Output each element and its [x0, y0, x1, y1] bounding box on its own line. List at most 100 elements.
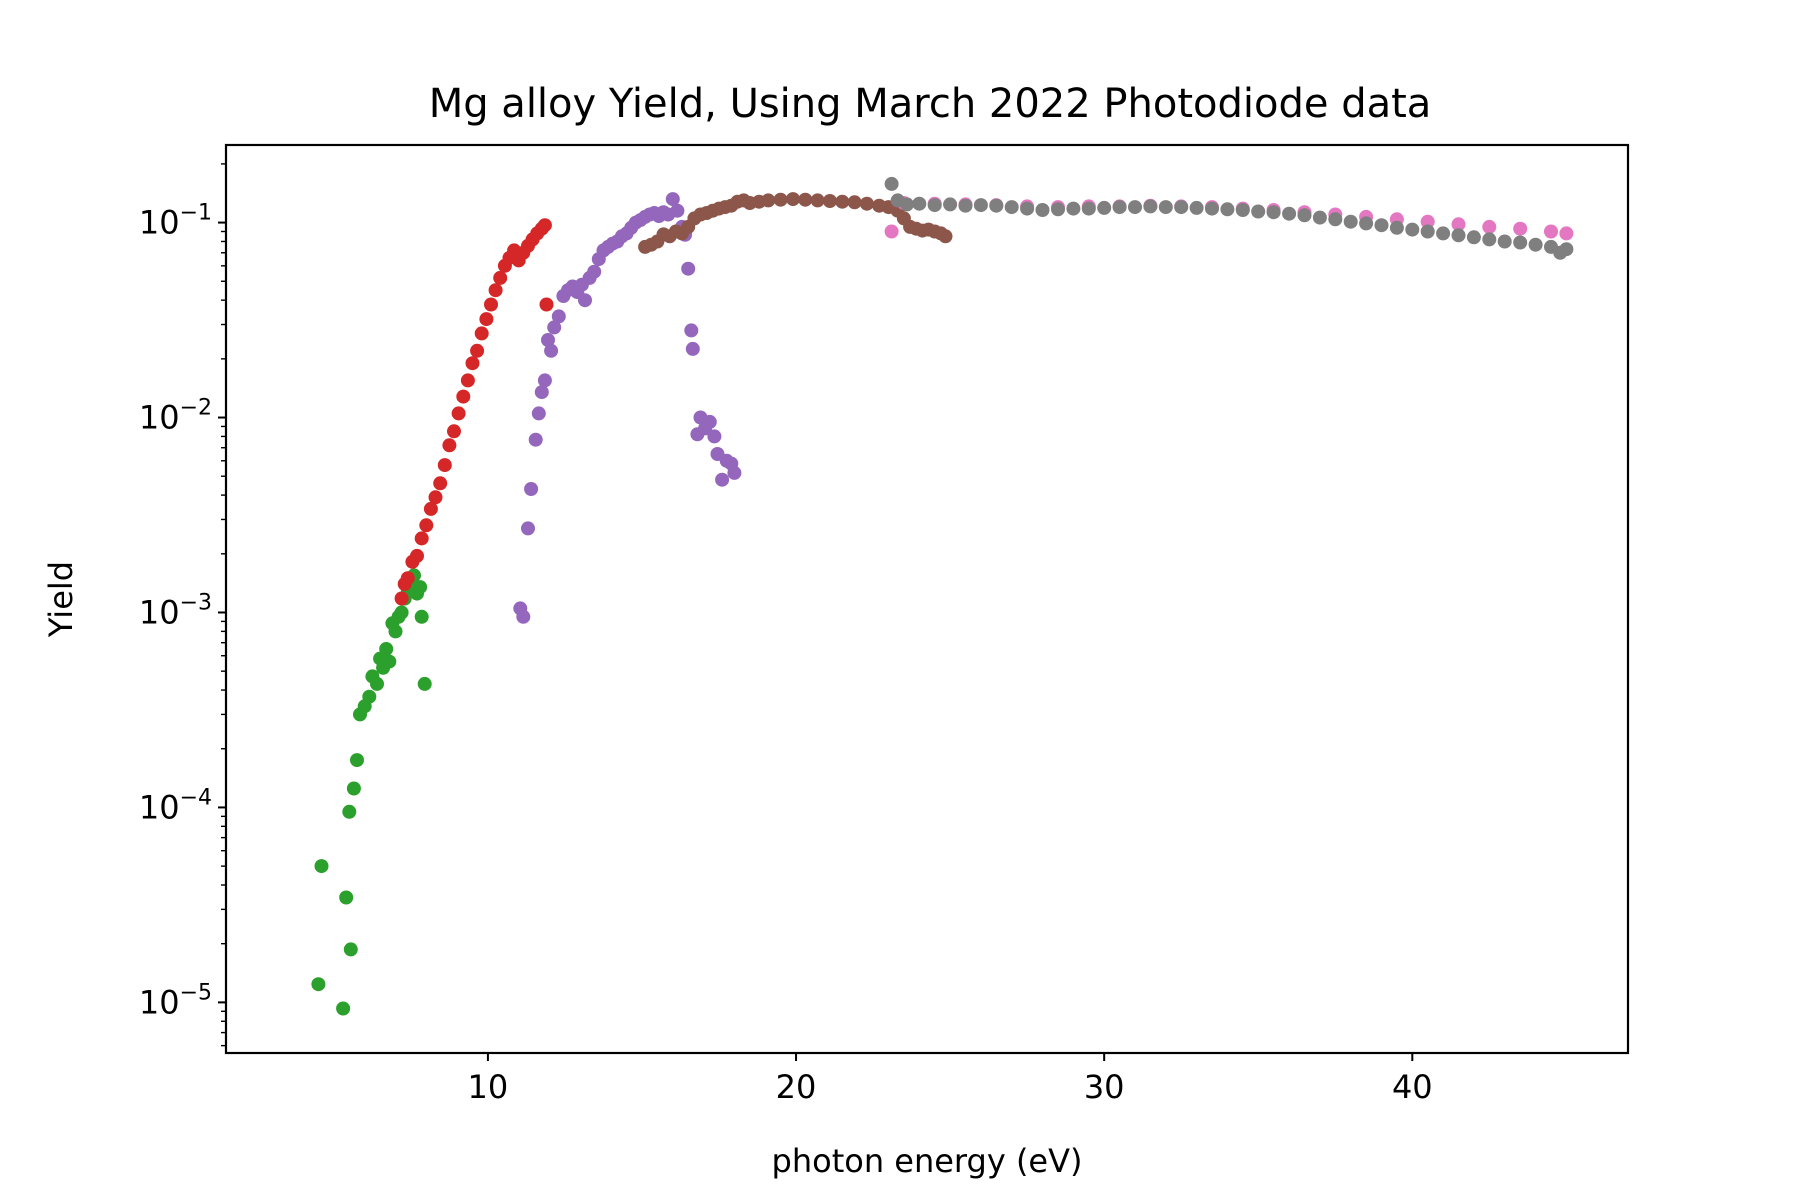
data-point: [1559, 226, 1574, 241]
data-point: [479, 312, 494, 327]
data-point: [451, 406, 466, 421]
data-point: [516, 609, 531, 624]
data-point: [433, 476, 448, 491]
data-point: [989, 198, 1004, 213]
data-point: [537, 373, 552, 388]
data-point: [1035, 203, 1050, 217]
data-point: [587, 264, 602, 279]
data-point: [1343, 214, 1358, 229]
data-point: [442, 438, 457, 453]
data-point: [1389, 220, 1404, 235]
data-point: [1081, 201, 1096, 216]
data-point: [343, 942, 358, 957]
data-point: [394, 591, 409, 606]
data-point: [1513, 235, 1528, 250]
data-point: [417, 676, 432, 691]
data-point: [423, 501, 438, 516]
data-point: [685, 341, 700, 356]
data-point: [544, 343, 559, 358]
data-point: [810, 193, 825, 208]
data-point: [1359, 216, 1374, 231]
data-point: [447, 424, 461, 439]
data-point: [465, 356, 480, 371]
data-point: [531, 406, 546, 421]
data-point: [665, 192, 680, 207]
data-point: [1128, 200, 1142, 215]
data-point: [410, 548, 424, 563]
data-point: [1528, 237, 1543, 252]
data-point: [684, 323, 699, 338]
data-point: [400, 571, 415, 586]
x-tick-label: 10: [468, 1068, 509, 1106]
data-point: [847, 195, 862, 210]
data-point: [943, 197, 958, 212]
data-point: [314, 859, 329, 874]
data-point: [973, 198, 988, 213]
y-tick-label: 10−3: [139, 590, 212, 631]
data-point: [456, 389, 471, 404]
series-4: [638, 192, 953, 254]
data-point: [1513, 221, 1528, 236]
data-point: [798, 192, 813, 207]
data-point: [1051, 202, 1065, 217]
data-point: [547, 320, 562, 335]
data-point: [835, 194, 850, 209]
data-point: [1066, 201, 1081, 216]
x-axis-ticks: 10 20 30 40: [468, 1053, 1433, 1106]
data-point: [900, 197, 914, 212]
y-tick-label: 10−5: [139, 980, 212, 1021]
chart-title: Mg alloy Yield, Using March 2022 Photodi…: [429, 81, 1432, 127]
data-point: [884, 176, 899, 191]
data-point: [311, 977, 326, 992]
data-point: [727, 465, 742, 480]
data-points: [311, 176, 1574, 1016]
data-point: [1004, 200, 1019, 215]
data-point: [707, 429, 722, 444]
data-point: [534, 385, 549, 400]
data-point: [958, 198, 973, 213]
data-point: [350, 753, 364, 768]
data-point: [528, 432, 543, 447]
data-point: [388, 624, 403, 639]
y-tick-label: 10−1: [139, 201, 212, 242]
data-point: [1189, 200, 1204, 215]
data-point: [336, 1001, 351, 1016]
data-point: [761, 193, 776, 208]
data-point: [1420, 224, 1435, 239]
data-point: [715, 472, 730, 487]
data-point: [1544, 224, 1558, 239]
data-point: [1312, 210, 1327, 225]
data-point: [394, 605, 409, 620]
data-point: [370, 676, 384, 691]
data-point: [1235, 203, 1250, 217]
data-point: [362, 689, 377, 704]
data-point: [379, 642, 394, 656]
data-point: [493, 270, 508, 285]
data-point: [1297, 208, 1312, 223]
data-point: [551, 309, 566, 324]
data-point: [1374, 218, 1389, 233]
data-point: [339, 890, 354, 905]
data-point: [414, 531, 429, 546]
data-point: [859, 196, 874, 211]
data-point: [470, 343, 485, 358]
plot-frame: [224, 143, 1630, 1055]
x-axis-label: photon energy (eV): [772, 1142, 1083, 1180]
x-tick-label: 20: [776, 1068, 817, 1106]
y-tick-label: 10−4: [139, 785, 212, 826]
data-point: [488, 283, 503, 298]
data-point: [1451, 228, 1466, 243]
data-point: [1158, 200, 1173, 215]
data-point: [1482, 232, 1497, 247]
data-point: [1436, 226, 1451, 241]
data-point: [1482, 219, 1497, 234]
data-point: [1451, 217, 1466, 232]
data-point: [541, 333, 555, 347]
y-axis-ticks: 10−5 10−4 10−3 10−2 10−1: [139, 163, 226, 1047]
data-point: [1266, 205, 1281, 220]
data-point: [1405, 222, 1420, 237]
data-point: [539, 297, 554, 312]
data-point: [1205, 201, 1219, 216]
y-axis-label: Yield: [42, 561, 80, 638]
data-point: [773, 192, 788, 207]
